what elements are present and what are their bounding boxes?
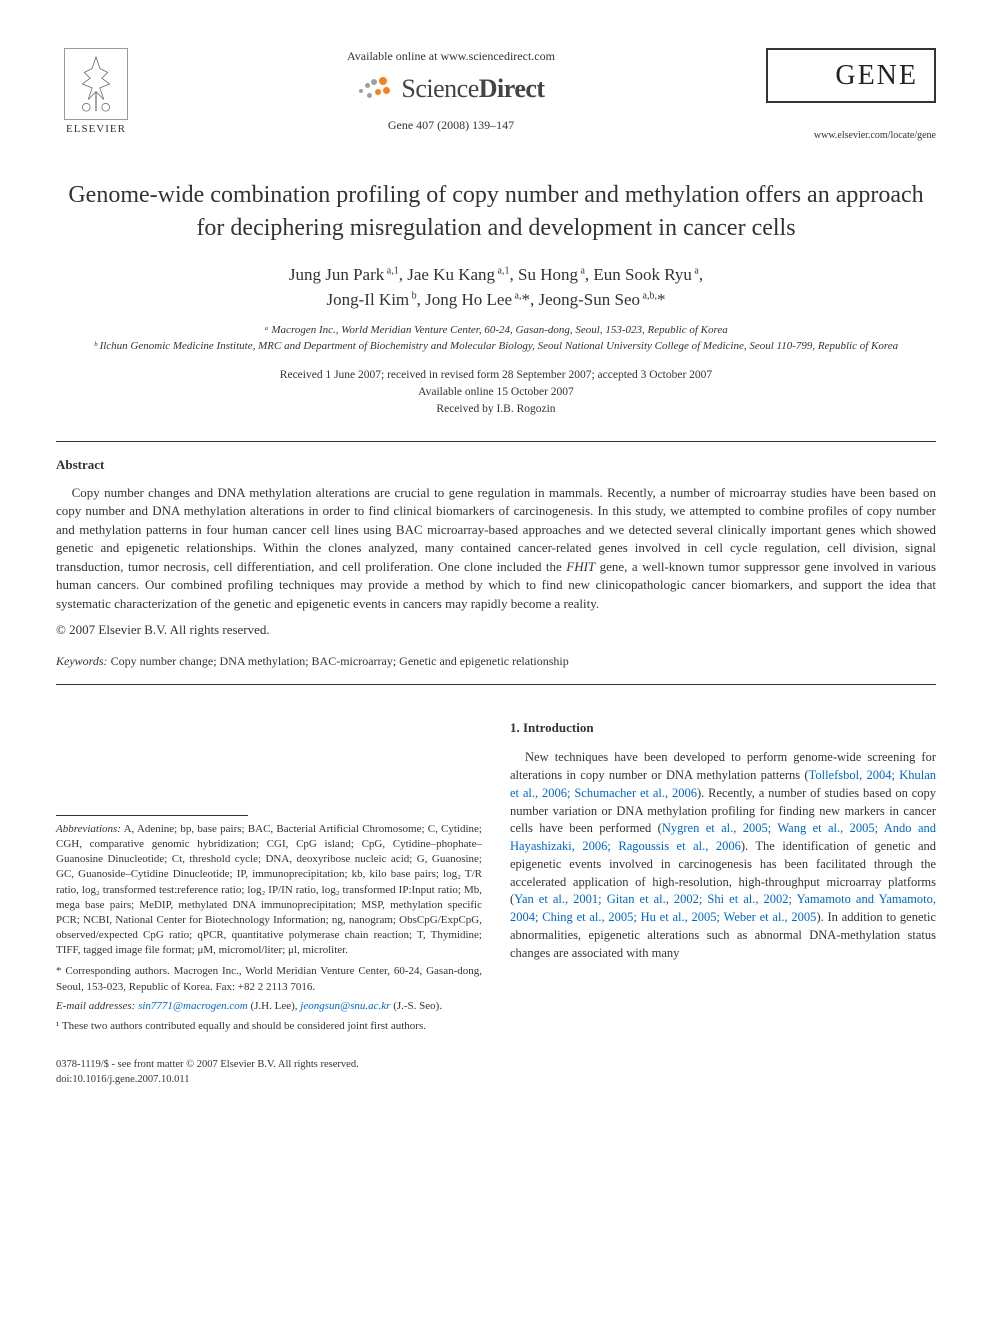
abstract-section: Abstract Copy number changes and DNA met… <box>56 456 936 640</box>
authors-line-1: Jung Jun Park a,1, Jae Ku Kang a,1, Su H… <box>289 265 703 284</box>
received-by: Received by I.B. Rogozin <box>56 401 936 418</box>
affiliation-b: ᵇ Ilchun Genomic Medicine Institute, MRC… <box>56 339 936 355</box>
email-addresses: E-mail addresses: sin7771@macrogen.com (… <box>56 999 482 1015</box>
footnote-rule <box>56 815 248 816</box>
page-footer: 0378-1119/$ - see front matter © 2007 El… <box>56 1058 936 1086</box>
journal-header: GENE www.elsevier.com/locate/gene <box>766 48 936 143</box>
abstract-copyright: © 2007 Elsevier B.V. All rights reserved… <box>56 621 936 639</box>
abbrev-text: A, Adenine; bp, base pairs; BAC, Bacteri… <box>56 823 482 956</box>
citation-line: Gene 407 (2008) 139–147 <box>152 117 750 134</box>
footer-left: 0378-1119/$ - see front matter © 2007 El… <box>56 1058 359 1086</box>
email-name-1: (J.H. Lee), <box>250 1000 297 1012</box>
affiliation-a: ᵃ Macrogen Inc., World Meridian Venture … <box>56 323 936 339</box>
sciencedirect-text: ScienceDirect <box>401 71 544 107</box>
sciencedirect-dots-icon <box>357 75 393 103</box>
journal-logo: GENE <box>766 48 936 103</box>
elsevier-tree-icon <box>64 48 128 120</box>
available-online-text: Available online at www.sciencedirect.co… <box>152 48 750 65</box>
email-label: E-mail addresses: <box>56 1000 135 1012</box>
email-link-1[interactable]: sin7771@macrogen.com <box>138 1000 248 1012</box>
affiliations: ᵃ Macrogen Inc., World Meridian Venture … <box>56 323 936 355</box>
corresponding-author: * Corresponding authors. Macrogen Inc., … <box>56 964 482 995</box>
right-column: 1. Introduction New techniques have been… <box>510 719 936 1035</box>
keywords-text: Copy number change; DNA methylation; BAC… <box>111 654 569 668</box>
abbrev-label: Abbreviations: <box>56 823 121 835</box>
abbreviations: Abbreviations: A, Adenine; bp, base pair… <box>56 822 482 959</box>
elsevier-logo: ELSEVIER <box>56 48 136 137</box>
rule-top <box>56 441 936 442</box>
rule-bottom <box>56 684 936 685</box>
elsevier-label: ELSEVIER <box>66 122 126 137</box>
email-link-2[interactable]: jeongsun@snu.ac.kr <box>300 1000 390 1012</box>
keywords: Keywords: Copy number change; DNA methyl… <box>56 653 936 670</box>
received-date: Received 1 June 2007; received in revise… <box>56 367 936 384</box>
keywords-label: Keywords: <box>56 654 108 668</box>
abstract-heading: Abstract <box>56 456 936 474</box>
article-title: Genome-wide combination profiling of cop… <box>56 179 936 244</box>
journal-url: www.elsevier.com/locate/gene <box>766 129 936 143</box>
sciencedirect-logo: ScienceDirect <box>152 71 750 107</box>
center-header: Available online at www.sciencedirect.co… <box>136 48 766 134</box>
email-name-2: (J.-S. Seo). <box>393 1000 442 1012</box>
authors: Jung Jun Park a,1, Jae Ku Kang a,1, Su H… <box>56 262 936 313</box>
author-contribution-note: ¹ These two authors contributed equally … <box>56 1019 482 1035</box>
intro-paragraph-1: New techniques have been developed to pe… <box>510 749 936 962</box>
doi-line: doi:10.1016/j.gene.2007.10.011 <box>56 1073 359 1087</box>
left-column: Abbreviations: A, Adenine; bp, base pair… <box>56 719 482 1035</box>
article-dates: Received 1 June 2007; received in revise… <box>56 367 936 419</box>
available-online-date: Available online 15 October 2007 <box>56 384 936 401</box>
article-header: ELSEVIER Available online at www.science… <box>56 48 936 143</box>
issn-line: 0378-1119/$ - see front matter © 2007 El… <box>56 1058 359 1072</box>
body-columns: Abbreviations: A, Adenine; bp, base pair… <box>56 719 936 1035</box>
authors-line-2: Jong-Il Kim b, Jong Ho Lee a,*, Jeong-Su… <box>327 290 666 309</box>
abstract-text: Copy number changes and DNA methylation … <box>56 484 936 613</box>
intro-heading: 1. Introduction <box>510 719 936 737</box>
